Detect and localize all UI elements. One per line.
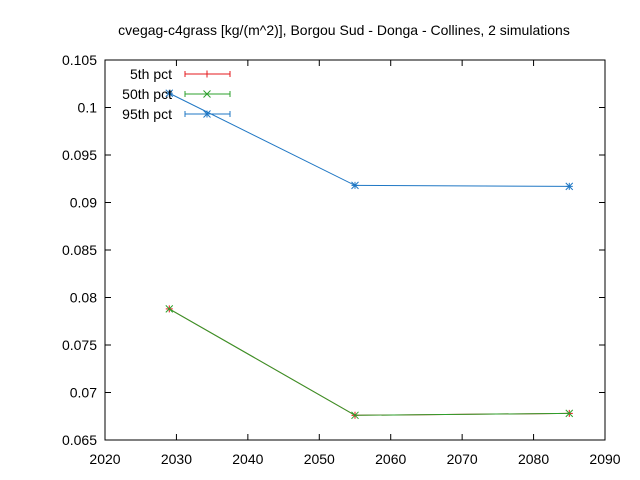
x-tick-label: 2080 [518,451,549,467]
series-1 [165,305,573,419]
legend-item: 50th pct [122,86,231,102]
legend: 5th pct 50th pct 95th pct [122,66,231,122]
chart-title: cvegag-c4grass [kg/(m^2)], Borgou Sud - … [118,22,570,38]
legend-item: 5th pct [130,66,231,82]
y-tick-label: 0.075 [62,337,97,353]
series-line [169,308,570,416]
x-tick-label: 2040 [232,451,263,467]
x-tick-label: 2050 [304,451,335,467]
data-point [203,70,211,78]
legend-item: 95th pct [122,106,231,122]
plot-frame [104,59,606,441]
y-tick-label: 0.08 [70,290,97,306]
series-3 [165,89,574,191]
data-point [203,110,211,118]
data-point [165,89,174,98]
series-2 [165,305,574,420]
y-tick-label: 0.095 [62,147,97,163]
data-point [203,90,211,98]
axes: 2020 2030 2040 2050 2060 2070 2080 2090 0.065 0.0… [62,52,621,467]
legend-label: 50th pct [122,86,172,102]
y-tick-label: 0.1 [78,100,98,116]
x-tick-label: 2070 [447,451,478,467]
x-tick-label: 2090 [589,451,620,467]
y-tick-label: 0.085 [62,242,97,258]
x-tick-label: 2060 [375,451,406,467]
y-tick-label: 0.09 [70,195,97,211]
series-line [169,92,570,187]
legend-label: 95th pct [122,106,172,122]
data-point [565,409,574,418]
series-layer [165,89,574,420]
series-line [169,308,570,416]
data-point [351,411,359,420]
y-tick-label: 0.065 [62,432,97,448]
x-tick-label: 2030 [161,451,192,467]
y-tick-label: 0.105 [62,52,97,68]
data-point [565,182,574,191]
y-tick-label: 0.07 [70,385,97,401]
data-point [165,305,174,313]
data-point [351,181,359,190]
x-tick-label: 2020 [89,451,120,467]
legend-label: 5th pct [130,66,172,82]
